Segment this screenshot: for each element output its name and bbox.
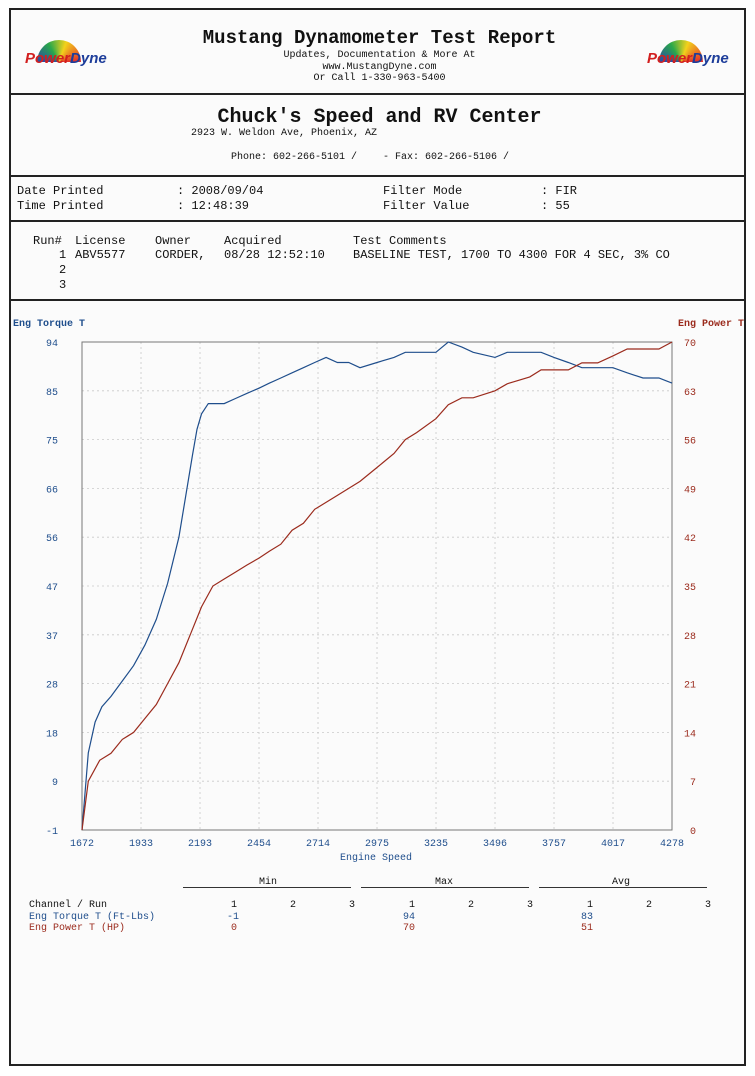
x-tick-label: 2975: [365, 839, 389, 850]
x-tick-label: 3235: [424, 839, 448, 850]
filter-mode-value: : FIR: [541, 184, 578, 198]
stats-max-header: Max: [435, 877, 454, 888]
stats-power-max: 70: [403, 923, 416, 934]
powerdyne-logo-left: PowerDyne: [19, 40, 119, 74]
run-1-acquired: 08/28 12:52:10: [224, 248, 325, 262]
stats-min-run-2: 2: [290, 900, 297, 911]
y-right-tick-label: 14: [684, 729, 696, 740]
report-title: Mustang Dynamometer Test Report: [202, 27, 557, 49]
report-page: PowerDyne PowerDyne Mustang Dynamometer …: [9, 8, 746, 1066]
x-tick-label: 4017: [601, 839, 625, 850]
header-website: www.MustangDyne.com: [322, 62, 437, 73]
y-right-tick-label: 49: [684, 485, 696, 496]
stats-avg-run-2: 2: [646, 900, 653, 911]
stats-torque-min: -1: [227, 912, 240, 923]
y-left-tick-label: 28: [46, 681, 58, 692]
time-printed-value: : 12:48:39: [177, 199, 250, 213]
shop-phone: Phone: 602-266-5101 /: [231, 152, 358, 163]
y-left-tick-label: 94: [46, 339, 58, 350]
date-printed-value: : 2008/09/04: [177, 184, 264, 198]
date-printed-label: Date Printed: [17, 184, 104, 198]
y-left-tick-label: -1: [46, 827, 58, 838]
header-updates: Updates, Documentation & More At: [283, 50, 476, 61]
run-header-run: Run#: [33, 234, 62, 248]
x-tick-label: 3496: [483, 839, 507, 850]
filter-value-label: Filter Value: [383, 199, 470, 213]
stats-torque-avg: 83: [581, 912, 594, 923]
shop-fax: - Fax: 602-266-5106 /: [383, 152, 510, 163]
stats-min-header: Min: [259, 877, 278, 888]
x-tick-label: 1933: [129, 839, 153, 850]
y-right-tick-label: 70: [684, 339, 696, 350]
stats-torque-max: 94: [403, 912, 416, 923]
y-left-tick-label: 37: [46, 632, 58, 643]
y-right-tick-label: 35: [684, 583, 696, 594]
y-axis-left-label: Eng Torque T: [13, 319, 85, 330]
stats-power-name: Eng Power T (HP): [29, 923, 126, 934]
run-1-comments: BASELINE TEST, 1700 TO 4300 FOR 4 SEC, 3…: [353, 248, 670, 262]
stats-channel-label: Channel / Run: [29, 900, 108, 911]
stats-power-avg: 51: [581, 923, 594, 934]
y-left-tick-label: 9: [52, 778, 58, 789]
stats-max-run-2: 2: [468, 900, 475, 911]
y-left-tick-label: 66: [46, 485, 58, 496]
y-right-tick-label: 63: [684, 388, 696, 399]
x-tick-label: 2454: [247, 839, 271, 850]
y-right-tick-label: 0: [690, 827, 696, 838]
powerdyne-logo-right: PowerDyne: [641, 40, 741, 74]
y-left-tick-label: 75: [46, 437, 58, 448]
y-right-tick-label: 21: [684, 681, 696, 692]
stats-min-run-1: 1: [231, 900, 238, 911]
y-left-tick-label: 85: [46, 388, 58, 399]
power-series-line: [81, 341, 673, 831]
stats-min-run-3: 3: [349, 900, 356, 911]
run-3-number: 3: [59, 278, 67, 292]
y-left-tick-label: 47: [46, 583, 58, 594]
run-header-owner: Owner: [155, 234, 192, 248]
x-tick-label: 3757: [542, 839, 566, 850]
filter-value-value: : 55: [541, 199, 570, 213]
run-header-comments: Test Comments: [353, 234, 447, 248]
y-left-tick-label: 18: [46, 729, 58, 740]
stats-power-min: 0: [231, 923, 238, 934]
dyno-chart: Eng Torque T Eng Power T 94 85 75 66 56 47 37 2…: [13, 319, 744, 864]
y-right-tick-label: 56: [684, 437, 696, 448]
x-tick-label: 1672: [70, 839, 94, 850]
filter-mode-label: Filter Mode: [383, 184, 463, 198]
header-phone: Or Call 1-330-963-5400: [313, 73, 446, 84]
stats-max-run-3: 3: [527, 900, 534, 911]
y-left-tick-label: 56: [46, 534, 58, 545]
run-1-license: ABV5577: [75, 248, 126, 262]
stats-avg-run-3: 3: [705, 900, 712, 911]
x-axis-label: Engine Speed: [340, 852, 412, 864]
shop-address: 2923 W. Weldon Ave, Phoenix, AZ: [191, 128, 378, 139]
stats-max-run-1: 1: [409, 900, 416, 911]
y-axis-right-label: Eng Power T: [678, 319, 744, 330]
y-right-tick-label: 42: [684, 534, 696, 545]
shop-name: Chuck's Speed and RV Center: [217, 106, 542, 129]
y-right-tick-label: 28: [684, 632, 696, 643]
plot-frame: [81, 341, 673, 831]
run-1-owner: CORDER,: [155, 248, 206, 262]
y-right-tick-label: 7: [690, 778, 696, 789]
run-header-license: License: [75, 234, 126, 248]
run-1-number: 1: [59, 248, 67, 262]
x-tick-label: 4278: [660, 839, 684, 850]
torque-series-line: [81, 341, 673, 831]
run-2-number: 2: [59, 263, 67, 277]
stats-avg-run-1: 1: [587, 900, 594, 911]
x-tick-label: 2714: [306, 839, 330, 850]
stats-torque-name: Eng Torque T (Ft-Lbs): [29, 912, 156, 923]
stats-avg-header: Avg: [612, 877, 631, 888]
run-header-acquired: Acquired: [224, 234, 282, 248]
time-printed-label: Time Printed: [17, 199, 104, 213]
x-tick-label: 2193: [188, 839, 212, 850]
